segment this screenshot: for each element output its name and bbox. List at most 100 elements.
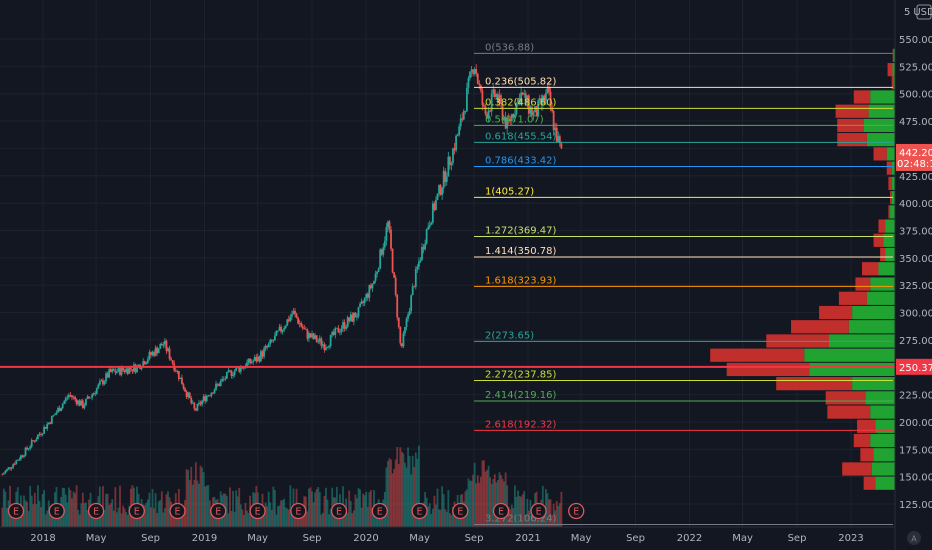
candle-body [512, 114, 515, 118]
candle-body [382, 247, 385, 255]
candle-body [103, 381, 106, 385]
profile-up-bar [878, 262, 895, 276]
fib-level-label: 1(405.27) [485, 186, 534, 197]
volume-bars [1, 445, 563, 527]
volume-bar [260, 510, 262, 527]
x-tick-label: Sep [788, 533, 807, 544]
volume-bar [498, 472, 501, 527]
volume-bar [317, 486, 320, 527]
x-tick-label: May [732, 533, 753, 544]
candle-body [504, 117, 507, 129]
candle-body [199, 402, 202, 405]
candle-body [126, 368, 129, 374]
candle-body [405, 318, 408, 327]
volume-bar [414, 452, 417, 527]
earnings-marker [210, 502, 227, 520]
profile-down-bar [886, 161, 892, 175]
earnings-marker [492, 502, 510, 520]
candle-body [346, 317, 349, 327]
volume-bar [182, 511, 185, 527]
volume-bar [236, 496, 239, 527]
candle-body [97, 384, 100, 389]
volume-bar [159, 500, 162, 527]
volume-bar [38, 500, 41, 527]
candle-body [43, 426, 46, 434]
volume-bar [267, 491, 270, 527]
candle-body [150, 352, 152, 355]
volume-bar [359, 489, 361, 527]
candle-body [61, 403, 64, 409]
volume-bar [156, 512, 159, 527]
volume-bar [560, 491, 563, 527]
candle-body [188, 392, 191, 398]
candle-body [300, 322, 303, 327]
candle-body [10, 467, 13, 469]
candle-body [438, 185, 440, 194]
volume-bar [385, 467, 388, 527]
volume-bar [430, 513, 433, 527]
candle-body [2, 473, 5, 475]
volume-bar [103, 510, 106, 527]
candles [1, 64, 563, 476]
x-tick-label: May [409, 533, 430, 544]
candle-body [133, 364, 135, 372]
candle-body [551, 107, 553, 112]
profile-down-bar [878, 219, 886, 233]
candle-body [301, 326, 304, 329]
volume-bar [467, 478, 470, 527]
candle-body [385, 227, 388, 241]
candle-body [400, 343, 403, 347]
candle-body [89, 397, 92, 399]
candle-body [177, 370, 180, 380]
volume-bar [289, 485, 292, 527]
volume-bar [114, 487, 117, 527]
volume-bar [517, 490, 519, 527]
y-tick-label: 275.00 [899, 336, 932, 347]
candle-body [32, 440, 35, 442]
candle-body [427, 226, 430, 230]
volume-bar [407, 447, 409, 527]
plot-area: 0(536.88) 0.236(505.82) 0.382(486.60) 0.5(4… [0, 0, 895, 527]
y-tick-label: 225.00 [899, 391, 932, 402]
volume-bar [416, 458, 419, 527]
candle-body [421, 246, 423, 261]
volume-bar [444, 509, 447, 527]
candle-body [501, 103, 504, 121]
volume-bar [518, 496, 521, 527]
volume-bar [148, 492, 151, 527]
candle-body [112, 369, 115, 371]
profile-up-bar [893, 48, 895, 63]
candle-body [339, 331, 341, 333]
candle-body [534, 106, 536, 113]
volume-bar [500, 475, 502, 527]
candle-body [55, 412, 58, 415]
candle-body [314, 335, 317, 339]
y-tick-label: 400.00 [899, 199, 932, 210]
volume-bar [551, 514, 553, 527]
candle-body [475, 69, 478, 74]
candle-body [549, 91, 552, 108]
volume-bar [43, 490, 46, 527]
earnings-marker [568, 502, 585, 520]
volume-bar [10, 509, 13, 527]
candle-body [558, 136, 561, 144]
profile-up-bar [804, 348, 895, 362]
volume-bar [393, 468, 396, 527]
candle-body [419, 260, 422, 262]
volume-bar [80, 503, 83, 527]
candle-body [272, 340, 275, 342]
volume-bar [284, 507, 287, 527]
candle-body [108, 369, 111, 378]
volume-bar [109, 503, 112, 527]
volume-bar [145, 502, 148, 527]
volume-bar [150, 507, 152, 527]
candle-body [38, 434, 41, 436]
volume-bar [185, 469, 188, 527]
candle-body [554, 127, 557, 131]
candle-body [541, 95, 544, 105]
profile-up-bar [868, 104, 895, 118]
candle-body [233, 370, 236, 376]
candle-body [452, 148, 454, 163]
